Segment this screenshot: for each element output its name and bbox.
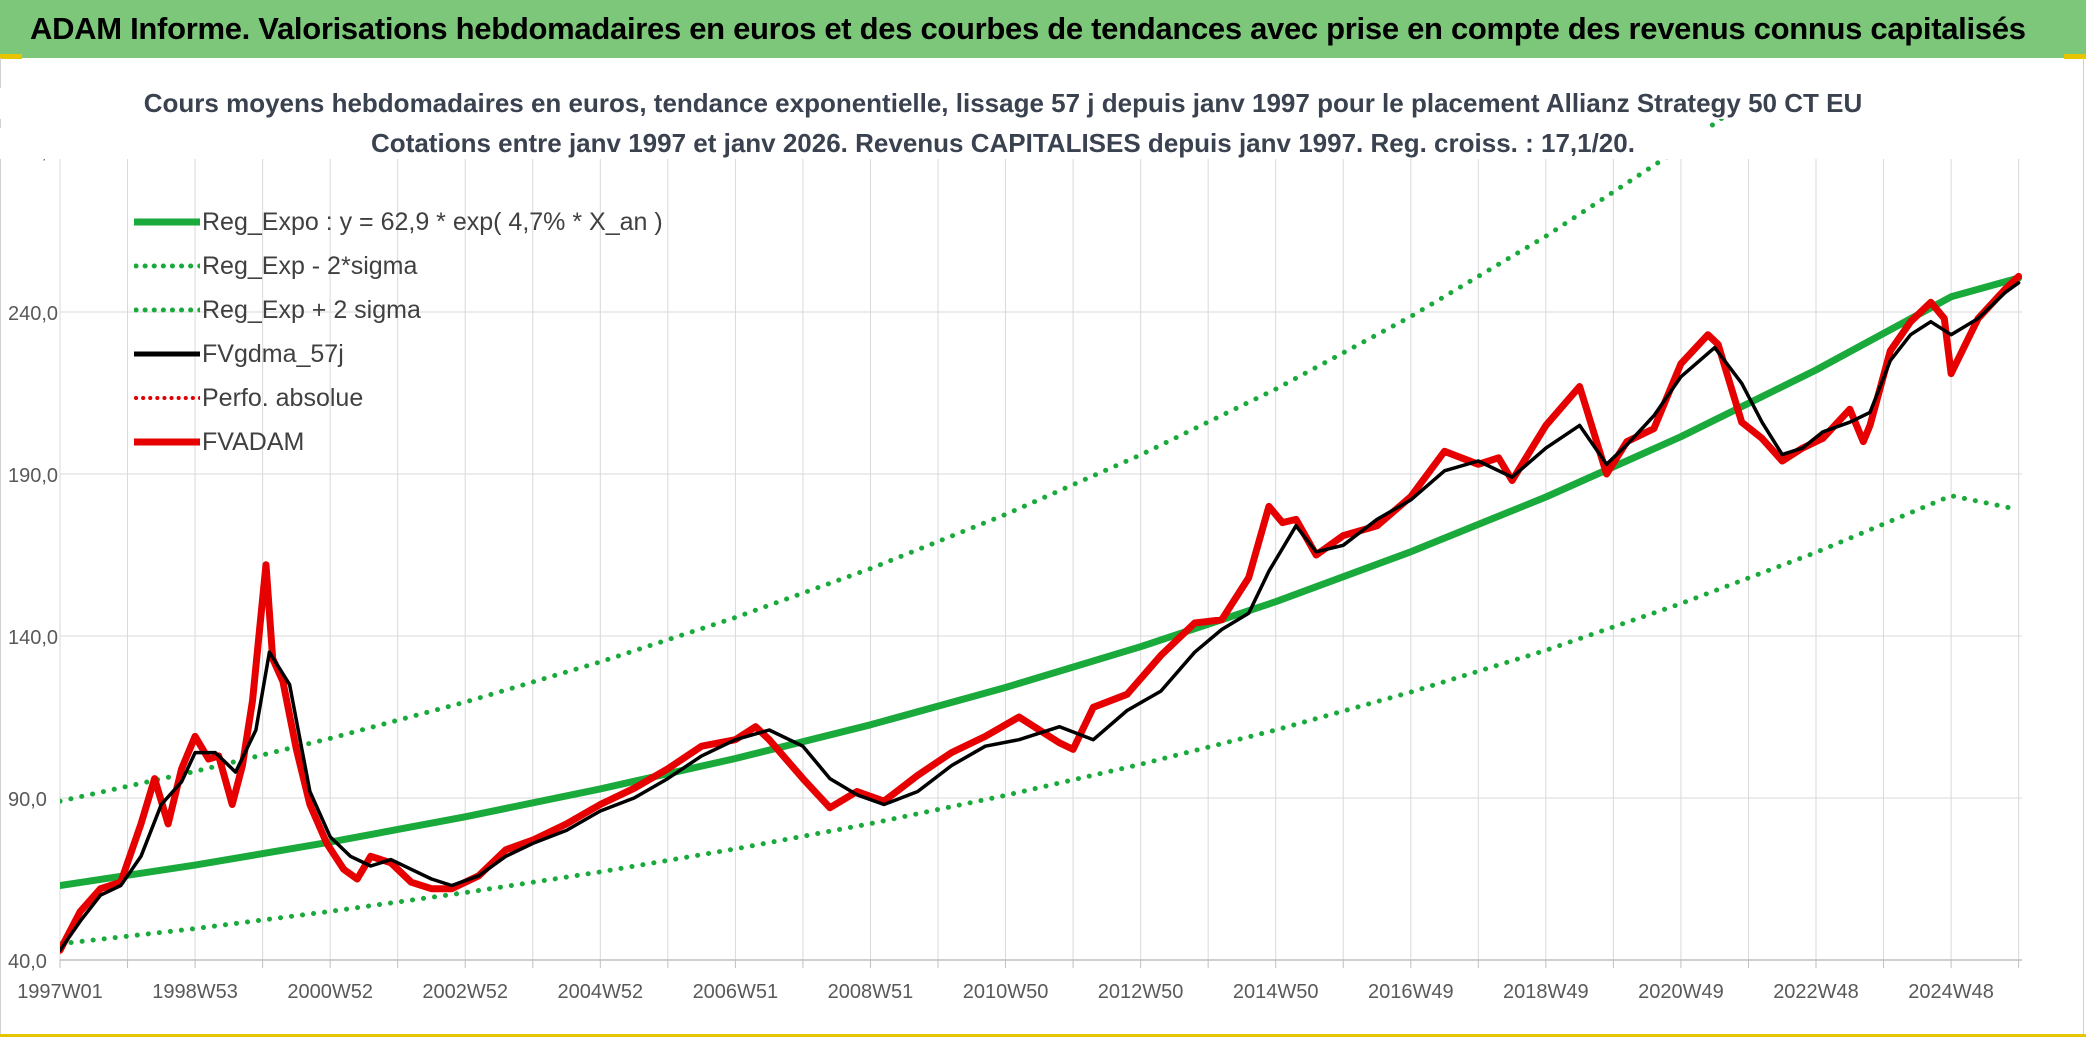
series-line-2: [60, 100, 1752, 804]
legend-item-fvgdma: FVgdma_57j: [134, 332, 663, 376]
report-title: ADAM Informe. Valorisations hebdomadaire…: [30, 11, 2026, 46]
series-line-5: [60, 272, 2023, 954]
x-tick-label: 2010W50: [963, 981, 1049, 1003]
y-tick-label: 90,0: [8, 789, 47, 811]
x-tick-label: 2018W49: [1503, 981, 1589, 1003]
y-tick-label: 190,0: [8, 465, 58, 487]
legend-item-reg-plus: Reg_Exp + 2 sigma: [134, 288, 663, 332]
x-tick-label: 1998W53: [152, 981, 238, 1003]
x-tick-label: 1997W01: [17, 981, 103, 1003]
legend-swatch-reg-expo: [134, 218, 200, 226]
legend-item-reg-minus: Reg_Exp - 2*sigma: [134, 244, 663, 288]
chart-title: Cours moyens hebdomadaires en euros, ten…: [0, 88, 2046, 119]
legend-swatch-reg-plus: [134, 307, 200, 313]
plot-area: [60, 100, 2023, 954]
legend-label-perfo: Perfo. absolue: [202, 383, 364, 412]
x-tick-label: 2016W49: [1368, 981, 1454, 1003]
banner-accent-left: [0, 54, 22, 59]
legend-item-fvadam: FVADAM: [134, 420, 663, 464]
x-tick-label: 2014W50: [1233, 981, 1319, 1003]
legend-swatch-reg-minus: [134, 263, 200, 269]
legend-swatch-perfo: [134, 396, 200, 400]
legend-swatch-fvadam: [134, 438, 200, 446]
x-tick-label: 2002W52: [422, 981, 508, 1003]
x-tick-label: 2000W52: [287, 981, 373, 1003]
x-axis: 1997W01 1998W53 2000W52 2002W52 2004W52 2006W…: [17, 959, 2022, 1003]
y-tick-label: 40,0: [8, 951, 47, 973]
legend-label-reg-expo: Reg_Expo : y = 62,9 * exp( 4,7% * X_an ): [202, 207, 663, 236]
chart-legend: Reg_Expo : y = 62,9 * exp( 4,7% * X_an )…: [134, 200, 663, 464]
banner-accent-right: [2064, 54, 2086, 59]
y-tick-label: 240,0: [8, 303, 58, 325]
legend-label-fvgdma: FVgdma_57j: [202, 339, 344, 368]
series-line-0: [60, 274, 2023, 889]
legend-label-fvadam: FVADAM: [202, 427, 305, 456]
legend-item-perfo: Perfo. absolue: [134, 376, 663, 420]
chart-subtitle: Cotations entre janv 1997 et janv 2026. …: [0, 128, 2046, 159]
x-tick-label: 2012W50: [1098, 981, 1184, 1003]
y-tick-label: 140,0: [8, 627, 58, 649]
series-line-3: [60, 281, 2021, 953]
x-tick-label: 2006W51: [693, 981, 779, 1003]
x-tick-label: 2024W48: [1908, 981, 1994, 1003]
legend-label-reg-minus: Reg_Exp - 2*sigma: [202, 251, 418, 280]
x-tick-label: 2022W48: [1773, 981, 1859, 1003]
legend-label-reg-plus: Reg_Exp + 2 sigma: [202, 295, 421, 324]
x-tick-label: 2008W51: [828, 981, 914, 1003]
legend-item-reg-expo: Reg_Expo : y = 62,9 * exp( 4,7% * X_an ): [134, 200, 663, 244]
legend-swatch-fvgdma: [134, 351, 200, 357]
bottom-accent: [0, 1034, 2086, 1037]
report-banner: ADAM Informe. Valorisations hebdomadaire…: [0, 0, 2086, 58]
series-line-1: [60, 493, 2022, 947]
x-tick-label: 2004W52: [557, 981, 643, 1003]
x-tick-label: 2020W49: [1638, 981, 1724, 1003]
